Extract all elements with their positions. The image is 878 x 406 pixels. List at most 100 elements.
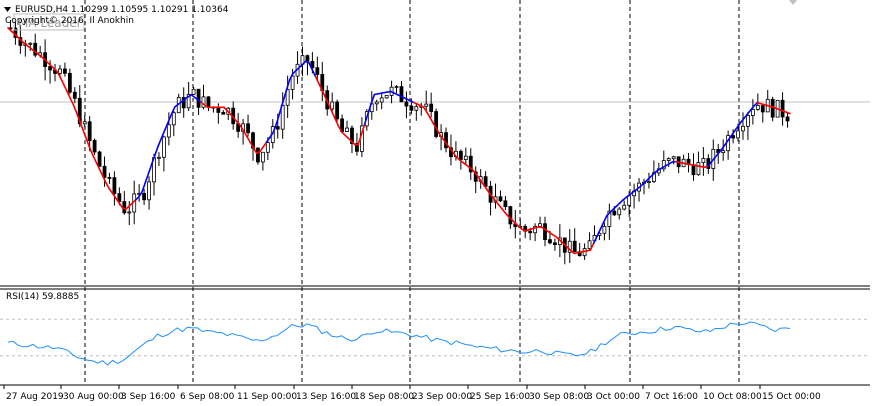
candle-body (162, 136, 166, 158)
ma-segment (92, 154, 98, 164)
ma-segment (488, 191, 494, 198)
candle-body (607, 210, 612, 227)
ma-segment (311, 68, 317, 78)
ma-segment (164, 120, 170, 131)
candle-body (701, 158, 706, 163)
copyright-text: Copyright© 2016, Il Anokhin (5, 16, 134, 26)
candle-body (310, 60, 315, 69)
ma-segment (746, 109, 752, 115)
candle-body (429, 103, 434, 112)
x-tick-label: 25 Sep 16:00 (470, 392, 530, 402)
ma-segment (242, 130, 248, 138)
ma-segment (69, 97, 75, 106)
candle-body (285, 89, 290, 106)
candle-body (290, 75, 295, 90)
candle-body (572, 240, 577, 253)
symbol-info: EURUSD,H4 1.10299 1.10595 1.10291 1.1036… (15, 5, 229, 15)
candle-body (157, 156, 161, 159)
ma-segment (717, 148, 723, 155)
ma-segment (370, 93, 376, 105)
ma-segment (249, 141, 255, 149)
ma-segment (229, 113, 235, 119)
candle-body (350, 127, 354, 145)
candle-body (379, 97, 384, 103)
ma-segment (232, 117, 238, 123)
candle-body (384, 95, 389, 99)
candle-body (206, 96, 211, 108)
indicator-name-box (13, 13, 85, 31)
ma-segment (363, 113, 369, 125)
x-tick-label: 23 Sep 00:00 (412, 392, 472, 402)
rsi-label: RSI(14) 59.8885 (6, 292, 79, 302)
candle-body (671, 156, 676, 160)
candle-body (538, 223, 542, 227)
ma-segment (105, 182, 111, 190)
candle-body (741, 125, 745, 132)
ma-segment (337, 125, 343, 133)
ma-segment (426, 111, 431, 119)
ma-segment (226, 109, 232, 116)
candle-body (112, 177, 117, 195)
candle-body (33, 42, 38, 56)
candle-body (107, 177, 112, 179)
ma-segment (713, 152, 719, 159)
candle-body (265, 142, 270, 153)
candle-body (503, 200, 508, 207)
ma-segment (357, 133, 363, 146)
ma-segment (491, 196, 497, 202)
ma-segment (445, 142, 451, 149)
candle-body (58, 68, 62, 74)
indicator-name: MA Leader (18, 16, 82, 30)
ma-segment (98, 168, 104, 178)
ma-segment (154, 144, 160, 155)
ma-segment (504, 212, 510, 218)
candle-body (627, 195, 632, 206)
ma-segment (88, 147, 94, 157)
ma-segment (265, 136, 271, 143)
candle-body (458, 150, 463, 160)
ma-segment (314, 75, 320, 85)
candle-body (567, 240, 572, 253)
ma-segment (720, 144, 726, 151)
candle-body (666, 158, 671, 161)
collapse-triangle-icon[interactable] (4, 7, 11, 12)
ma-segment (62, 83, 68, 93)
ma-leader-line (7, 27, 791, 255)
ma-segment (435, 128, 441, 136)
candle-body (147, 181, 151, 201)
ma-segment (170, 106, 176, 115)
candle-body (191, 88, 196, 95)
ma-segment (448, 147, 454, 154)
x-tick-label: 30 Aug 00:00 (63, 392, 124, 402)
candle-body (63, 68, 67, 74)
candle-body (181, 97, 186, 109)
ma-segment (321, 89, 327, 99)
ma-segment (478, 177, 484, 184)
ma-segment (785, 111, 791, 115)
ma-segment (141, 181, 147, 193)
ma-segment (360, 123, 366, 136)
candle-body (305, 55, 310, 62)
candle-body (553, 242, 557, 245)
ma-segment (157, 136, 163, 146)
rsi-line (7, 321, 791, 366)
ma-segment (324, 96, 330, 106)
candle-body (92, 140, 97, 153)
ma-segment (66, 90, 71, 99)
ma-segment (733, 125, 739, 133)
ma-segment (85, 138, 91, 149)
candle-body (424, 103, 429, 107)
grid-lines (84, 0, 740, 385)
ma-segment (723, 139, 729, 147)
shift-marker-icon[interactable] (789, 0, 797, 5)
ma-segment (367, 102, 372, 115)
candle-body (602, 226, 607, 234)
candle-body (216, 107, 221, 113)
ma-segment (707, 161, 713, 167)
candle-body (468, 155, 473, 173)
candle-body (404, 101, 409, 107)
candle-body (587, 240, 592, 250)
candle-body (548, 239, 552, 244)
rsi-series (0, 318, 870, 366)
ma-segment (592, 235, 598, 245)
